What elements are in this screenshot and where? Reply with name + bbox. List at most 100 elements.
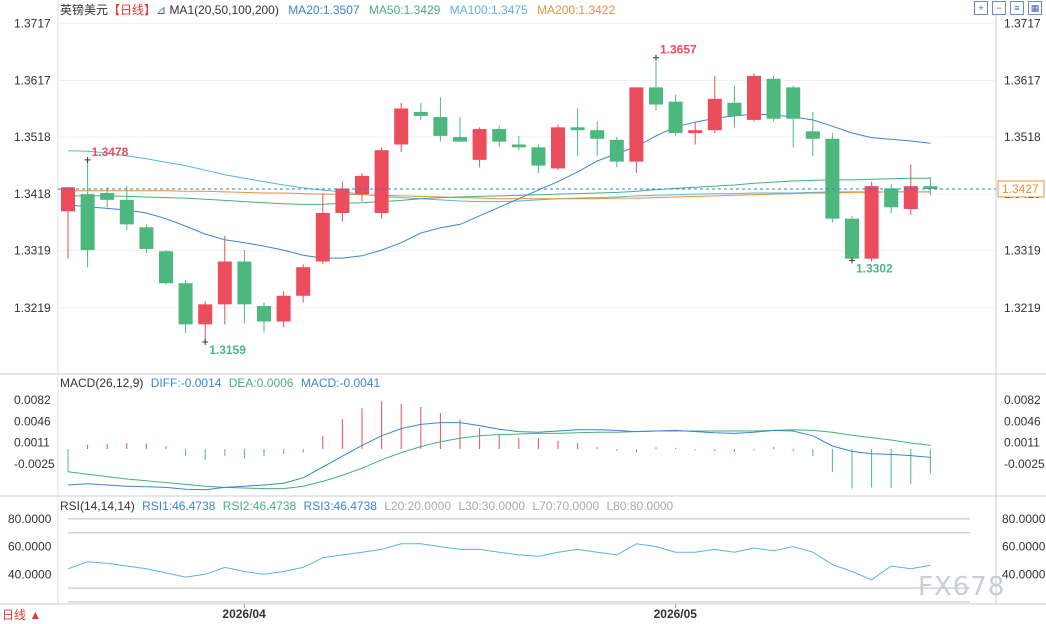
candle-up [61,187,75,212]
rsi-tick-left: 40.0000 [8,567,52,581]
grid-icon[interactable]: ▦ [1028,1,1042,15]
candle-up [903,186,918,209]
bottom-period-selector[interactable]: 日线 ▲ [2,608,42,622]
indicator-toggle-icon[interactable]: ⊿ [156,3,167,17]
ma-label: MA1(20,50,100,200) [169,3,279,17]
macd-tick-right: 0.0046 [1004,414,1041,428]
candle-down [668,101,683,134]
candle-up [472,129,487,160]
macd-tick-left: 0.0082 [14,393,51,407]
zoom-in-icon[interactable]: + [974,1,988,15]
candle-up [315,212,330,262]
candle-up [747,75,761,120]
price-tick-right: 1.3518 [1004,130,1041,144]
macd-tick-right: 0.0011 [1004,435,1040,449]
rsi-tick-right: 40.0000 [1002,567,1046,581]
price-tick-right: 1.3319 [1004,244,1041,258]
ma100-line [67,150,931,203]
ma20-value: MA20:1.3507 [288,3,360,17]
rsi-l20: L20:20.0000 [384,499,451,513]
candle-up [355,175,369,195]
candle-down [727,102,742,116]
macd-diff-value: DIFF:-0.0014 [150,376,222,390]
price-header: 英镑美元【日线】⊿ MA1(20,50,100,200) MA20:1.3507… [60,1,615,18]
time-axis-label: 2026/05 [654,607,698,621]
candle-down [80,194,95,251]
current-price-label: 1.3427 [1002,182,1039,196]
candle-down [178,283,193,325]
low-annotation-1: 1.3159 [209,343,246,357]
candle-up [374,150,389,213]
rsi-l80: L80:80.0000 [606,499,674,513]
rsi-label: RSI(14,14,14) [60,499,135,513]
ma200-line [68,190,931,200]
price-tick-right: 1.3219 [1004,301,1041,315]
candle-down [257,306,271,322]
candle-down [766,78,781,119]
candle-up [707,98,722,131]
candle-down [786,87,801,119]
macd_diff-line [67,422,931,491]
rsi-header: RSI(14,14,14) RSI1:46.4738 RSI2:46.4738 … [60,499,673,513]
candle-down [590,130,605,139]
rsi-tick-left: 80.0000 [8,512,52,526]
rsi-l30: L30:30.0000 [458,499,526,513]
period-label[interactable]: 【日线】 [108,3,157,17]
candle-down [570,127,585,131]
candle-up [688,130,703,134]
candle-down [433,117,448,136]
macd-header: MACD(26,12,9) DIFF:-0.0014 DEA:0.0006 MA… [60,376,380,390]
candle-down [825,138,840,219]
price-tick-left: 1.3319 [14,244,51,258]
candle-up [335,188,350,213]
candle-up [296,267,311,296]
candle-up [394,108,409,145]
rsi-tick-right: 60.0000 [1002,540,1046,554]
time-axis-label: 2026/04 [222,607,266,621]
price-tick-left: 1.3219 [14,301,51,315]
candle-up [629,87,644,162]
candle-down [453,137,467,142]
macd-dea-value: DEA:0.0006 [228,376,294,390]
candle-up [198,304,213,325]
price-tick-right: 1.3717 [1004,16,1041,30]
candle-down [119,199,134,225]
zoom-out-icon[interactable]: − [992,1,1006,15]
candle-up [864,186,879,259]
price-tick-left: 1.3617 [14,74,51,88]
macd_dea-line [67,429,931,490]
symbol-name: 英镑美元 [60,3,109,17]
price-tick-right: 1.3617 [1004,74,1041,88]
candle-down [100,192,115,200]
candle-up [551,127,565,169]
rsi-tick-right: 80.0000 [1002,512,1046,526]
high-annotation-1: 1.3478 [92,145,129,159]
candle-down [884,188,899,208]
current-price-box [997,180,1045,198]
rsi-line [67,543,931,581]
candle-down [805,131,820,139]
high-annotation-2: 1.3657 [660,43,697,57]
ma50-line [68,177,931,205]
price-tick-left: 1.3717 [14,16,51,30]
chart-toolbar: + − ≡ ▦ [970,0,1046,16]
low-annotation-2: 1.3302 [856,261,893,275]
list-icon[interactable]: ≡ [1010,1,1024,15]
price-tick-left: 1.3518 [14,130,51,144]
candle-down [492,129,507,142]
candle-up [276,295,291,322]
watermark-logo: FX678 [918,572,1006,602]
candle-down [845,218,859,259]
macd-hist-value: MACD:-0.0041 [300,376,381,390]
ma200-value: MA200:1.3422 [537,3,616,17]
ma100-value: MA100:1.3475 [449,3,528,17]
rsi2-value: RSI2:46.4738 [222,499,297,513]
candle-down [609,139,624,162]
macd-tick-right: 0.0082 [1004,393,1041,407]
candle-down [413,111,428,116]
rsi-tick-left: 60.0000 [8,540,52,554]
macd-label: MACD(26,12,9) [60,376,144,390]
rsi1-value: RSI1:46.4738 [142,499,216,513]
